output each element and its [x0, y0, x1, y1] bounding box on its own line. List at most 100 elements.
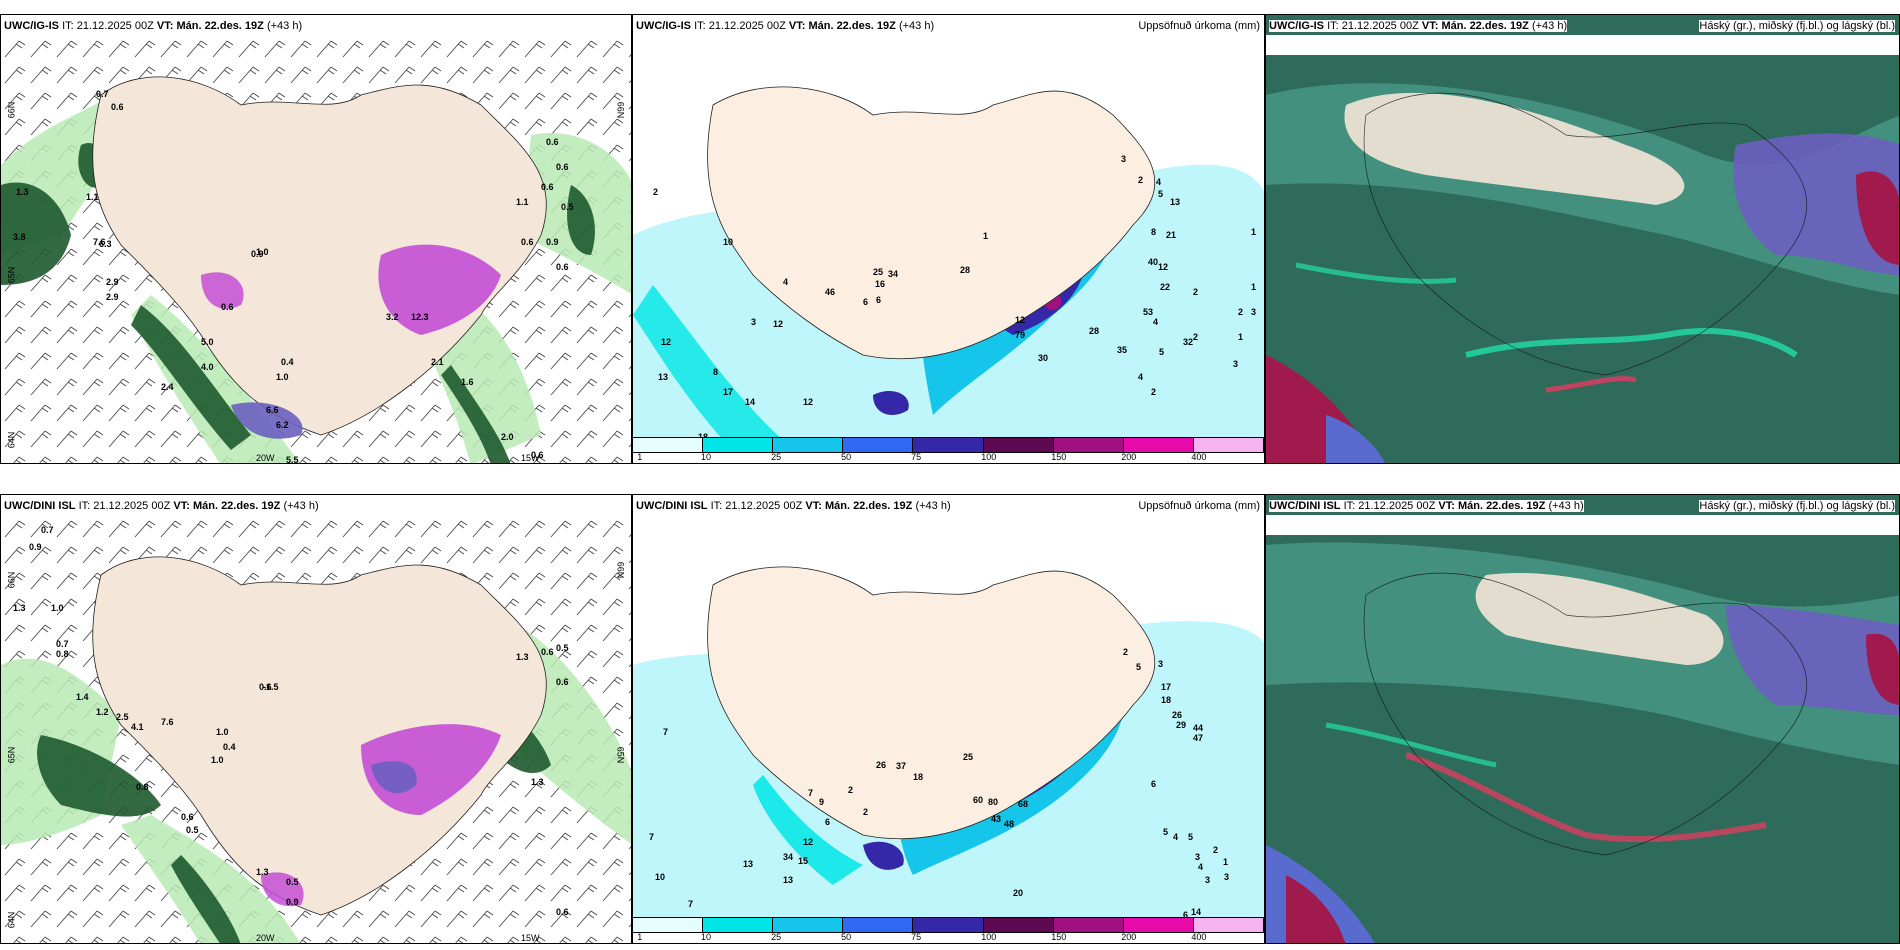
- value-label: 0.9: [251, 249, 264, 259]
- precip-legend: 1 10 25 50 75 100 150 200 400: [633, 437, 1264, 463]
- value-label: 1.4: [76, 692, 89, 702]
- legend-tick: 50: [841, 932, 852, 942]
- value-label: 2: [1238, 307, 1243, 317]
- value-label: 1.3: [516, 652, 529, 662]
- value-label: 6: [1183, 910, 1188, 920]
- value-label: 22: [1160, 282, 1170, 292]
- value-label: 17: [723, 387, 733, 397]
- value-label: 13: [658, 372, 668, 382]
- legend-tick: 200: [1121, 452, 1137, 462]
- lat-label-right: 66N: [615, 561, 626, 579]
- lat-label: 65N: [6, 746, 17, 764]
- value-label: 0.6: [221, 302, 234, 312]
- value-label: 7.6: [93, 237, 106, 247]
- wind-panel-row2: UWC/DINI ISL IT: 21.12.2025 00Z VT: Mán.…: [0, 494, 632, 944]
- legend-swatch: [773, 438, 844, 452]
- lon-label: 20W: [256, 453, 275, 463]
- value-label: 0.6: [541, 647, 554, 657]
- value-label: 3.2: [386, 312, 399, 322]
- value-label: 0.6: [556, 162, 569, 172]
- value-label: 47: [1193, 733, 1203, 743]
- value-label: 6.3: [99, 239, 112, 249]
- value-label: 0.5: [286, 877, 299, 887]
- panel-header: UWC/IG-IS IT: 21.12.2025 00Z VT: Mán. 22…: [4, 20, 303, 32]
- legend-swatch: [983, 438, 1054, 452]
- wind-map: 0.70.61.03.81.3 1.17.66.32.92.90.65.04.02…: [1, 35, 631, 463]
- value-label: 6: [1151, 779, 1156, 789]
- value-label: 25: [963, 752, 973, 762]
- value-label: 4: [1198, 862, 1203, 872]
- legend-tick: 10: [701, 452, 712, 462]
- value-label: 1.2: [96, 707, 109, 717]
- precip-panel-row1: UWC/IG-IS IT: 21.12.2025 00Z VT: Mán. 22…: [632, 14, 1265, 464]
- legend-tick: 400: [1191, 452, 1207, 462]
- value-label: 17: [1161, 682, 1171, 692]
- value-label: 3: [1224, 872, 1229, 882]
- value-label: 35: [1117, 345, 1127, 355]
- value-label: 53: [1143, 307, 1153, 317]
- value-label: 1: [1223, 857, 1228, 867]
- value-label: 3: [751, 317, 756, 327]
- lon-label: 15W: [521, 933, 540, 943]
- value-label: 9: [819, 797, 824, 807]
- value-label: 0.6: [111, 102, 124, 112]
- value-label: 10: [723, 237, 733, 247]
- legend-swatch: [983, 918, 1054, 932]
- value-label: 5: [1188, 832, 1193, 842]
- legend-tick: 1: [637, 932, 643, 942]
- legend-tick: 75: [911, 452, 922, 462]
- value-label: 13: [743, 859, 753, 869]
- value-label: 0.9: [29, 542, 42, 552]
- value-label: 10: [655, 872, 665, 882]
- value-label: 6.2: [276, 420, 289, 430]
- legend-swatch: [1123, 438, 1194, 452]
- value-label: 26: [876, 760, 886, 770]
- value-label: 13: [1170, 197, 1180, 207]
- value-label: 4.0: [201, 362, 214, 372]
- legend-tick: 75: [911, 932, 922, 942]
- legend-swatch: [1053, 438, 1124, 452]
- value-label: 28: [1089, 326, 1099, 336]
- value-label: 12: [1158, 262, 1168, 272]
- value-label: 12.3: [411, 312, 429, 322]
- panel-title: Uppsöfnuð úrkoma (mm): [1138, 500, 1260, 512]
- legend-tick: 1: [637, 452, 643, 462]
- value-label: 8: [1151, 227, 1156, 237]
- value-label: 32: [1183, 337, 1193, 347]
- value-label: 2: [1193, 332, 1198, 342]
- value-label: 1.3: [13, 603, 26, 613]
- value-label: 4.1: [131, 722, 144, 732]
- value-label: 1: [1251, 282, 1256, 292]
- value-label: 12: [661, 337, 671, 347]
- value-label: 0.6: [531, 450, 544, 460]
- panel-header: UWC/DINI ISL IT: 21.12.2025 00Z VT: Mán.…: [1269, 500, 1584, 512]
- value-label: 34: [888, 269, 898, 279]
- value-label: 1.6: [461, 377, 474, 387]
- value-label: 1.3: [16, 187, 29, 197]
- value-label: 48: [1004, 819, 1014, 829]
- value-label: 0.6: [521, 237, 534, 247]
- value-label: 18: [698, 432, 708, 440]
- value-label: 1.3: [531, 777, 544, 787]
- value-label: 5: [1163, 827, 1168, 837]
- value-label: 8: [713, 367, 718, 377]
- value-label: 7: [663, 727, 668, 737]
- value-label: 4: [1173, 832, 1178, 842]
- legend-swatch: [773, 918, 844, 932]
- value-label: 3: [1205, 875, 1210, 885]
- value-label: 12: [1015, 315, 1025, 325]
- legend-tick: 10: [701, 932, 712, 942]
- legend-tick: 200: [1121, 932, 1137, 942]
- value-label: 12: [803, 397, 813, 407]
- value-label: 0.7: [41, 525, 54, 535]
- value-label: 44: [1193, 723, 1203, 733]
- value-label: 2: [848, 785, 853, 795]
- cloud-panel-row2: UWC/DINI ISL IT: 21.12.2025 00Z VT: Mán.…: [1265, 494, 1900, 944]
- lat-label-right: 66N: [615, 101, 626, 119]
- legend-swatch: [1123, 918, 1194, 932]
- lat-label: 64N: [6, 431, 17, 449]
- value-label: 14: [745, 397, 755, 407]
- legend-tick: 50: [841, 452, 852, 462]
- value-label: 3: [1251, 307, 1256, 317]
- value-label: 0.5: [186, 825, 199, 835]
